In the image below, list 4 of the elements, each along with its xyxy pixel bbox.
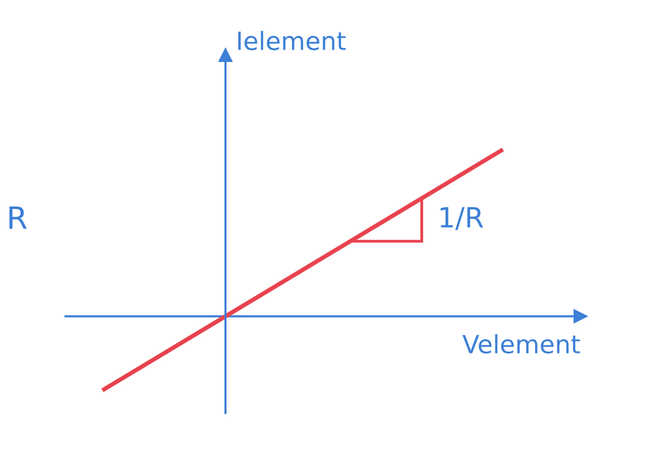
text: R	[9, 206, 27, 229]
x-axis-title: Velement	[462, 334, 580, 354]
y-axis-title: Ielement	[238, 30, 346, 50]
annotation: 1/R	[440, 207, 484, 230]
